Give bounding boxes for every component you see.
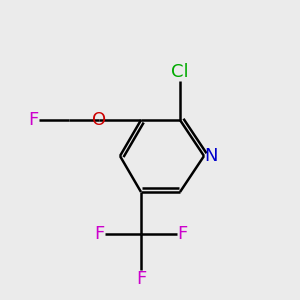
Text: Cl: Cl [171,63,189,81]
Text: O: O [92,111,106,129]
Text: N: N [204,147,218,165]
Text: F: F [95,225,105,243]
Text: F: F [136,270,146,288]
Text: F: F [177,225,187,243]
Text: F: F [29,111,39,129]
